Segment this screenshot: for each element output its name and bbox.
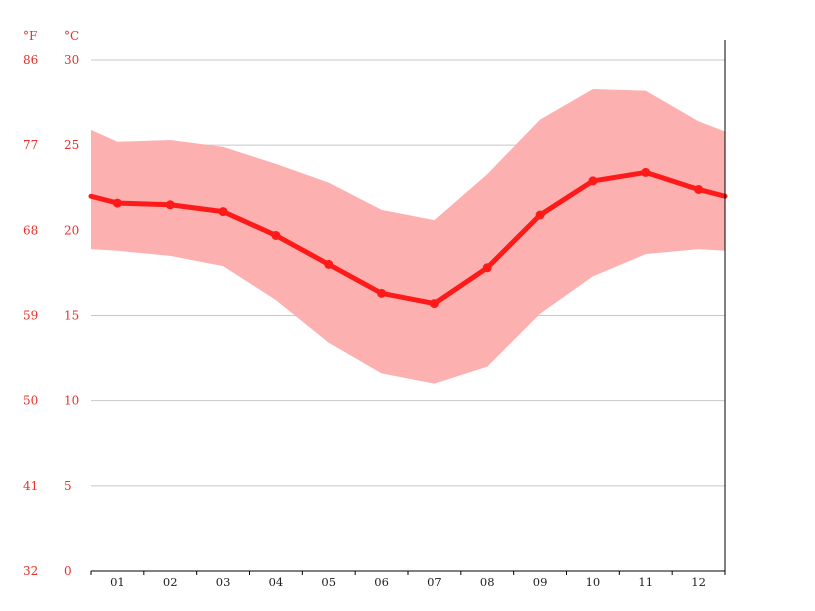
y-tick-fahrenheit-86: 86 [23,53,38,67]
temperature-range-band-group [91,88,725,384]
x-tick-12: 12 [691,575,706,589]
axes [90,40,726,575]
average-temperature-line-group [88,167,728,309]
data-point-04 [271,230,281,240]
data-point-05 [324,259,334,269]
average-temperature-line [88,169,728,307]
data-point-10 [588,176,598,186]
x-tick-09: 09 [533,575,548,589]
data-point-12 [694,184,704,194]
x-tick-10: 10 [586,575,601,589]
y-tick-celsius-5: 5 [64,479,72,493]
data-point-08 [482,263,492,273]
data-point-03 [218,207,228,217]
y-tick-celsius-15: 15 [64,309,79,323]
y-tick-fahrenheit-68: 68 [23,223,38,237]
x-tick-06: 06 [374,575,389,589]
y-tick-celsius-25: 25 [64,138,79,152]
x-tick-01: 01 [110,575,125,589]
data-point-07 [429,299,439,309]
y-tick-fahrenheit-50: 50 [23,394,38,408]
y-tick-celsius-20: 20 [64,223,79,237]
x-tick-05: 05 [321,575,336,589]
x-tick-08: 08 [480,575,495,589]
x-tick-labels: 01 02 03 04 05 06 07 08 09 10 11 12 [110,575,706,589]
temperature-range-band [91,88,725,384]
x-tick-07: 07 [427,575,442,589]
data-point-09 [535,210,545,220]
y-tick-celsius-30: 30 [64,53,79,67]
fahrenheit-unit-label: °F [23,29,37,43]
y-tick-fahrenheit-77: 77 [23,138,38,152]
data-point-02 [165,200,175,210]
x-tick-02: 02 [163,575,178,589]
x-tick-03: 03 [216,575,231,589]
x-tick-11: 11 [638,575,653,589]
y-tick-fahrenheit-32: 32 [23,564,38,578]
y-tick-fahrenheit-41: 41 [23,479,38,493]
y-tick-fahrenheit-59: 59 [23,309,38,323]
y-tick-celsius-0: 0 [64,564,72,578]
data-point-01 [112,198,122,208]
y-tick-celsius-10: 10 [64,394,79,408]
x-tick-04: 04 [269,575,284,589]
data-point-11 [641,167,651,177]
celsius-unit-label: °C [64,29,79,43]
y-tick-labels: 0 32 5 41 10 50 15 59 20 68 25 77 30 86 [23,53,79,578]
data-point-06 [377,288,387,298]
